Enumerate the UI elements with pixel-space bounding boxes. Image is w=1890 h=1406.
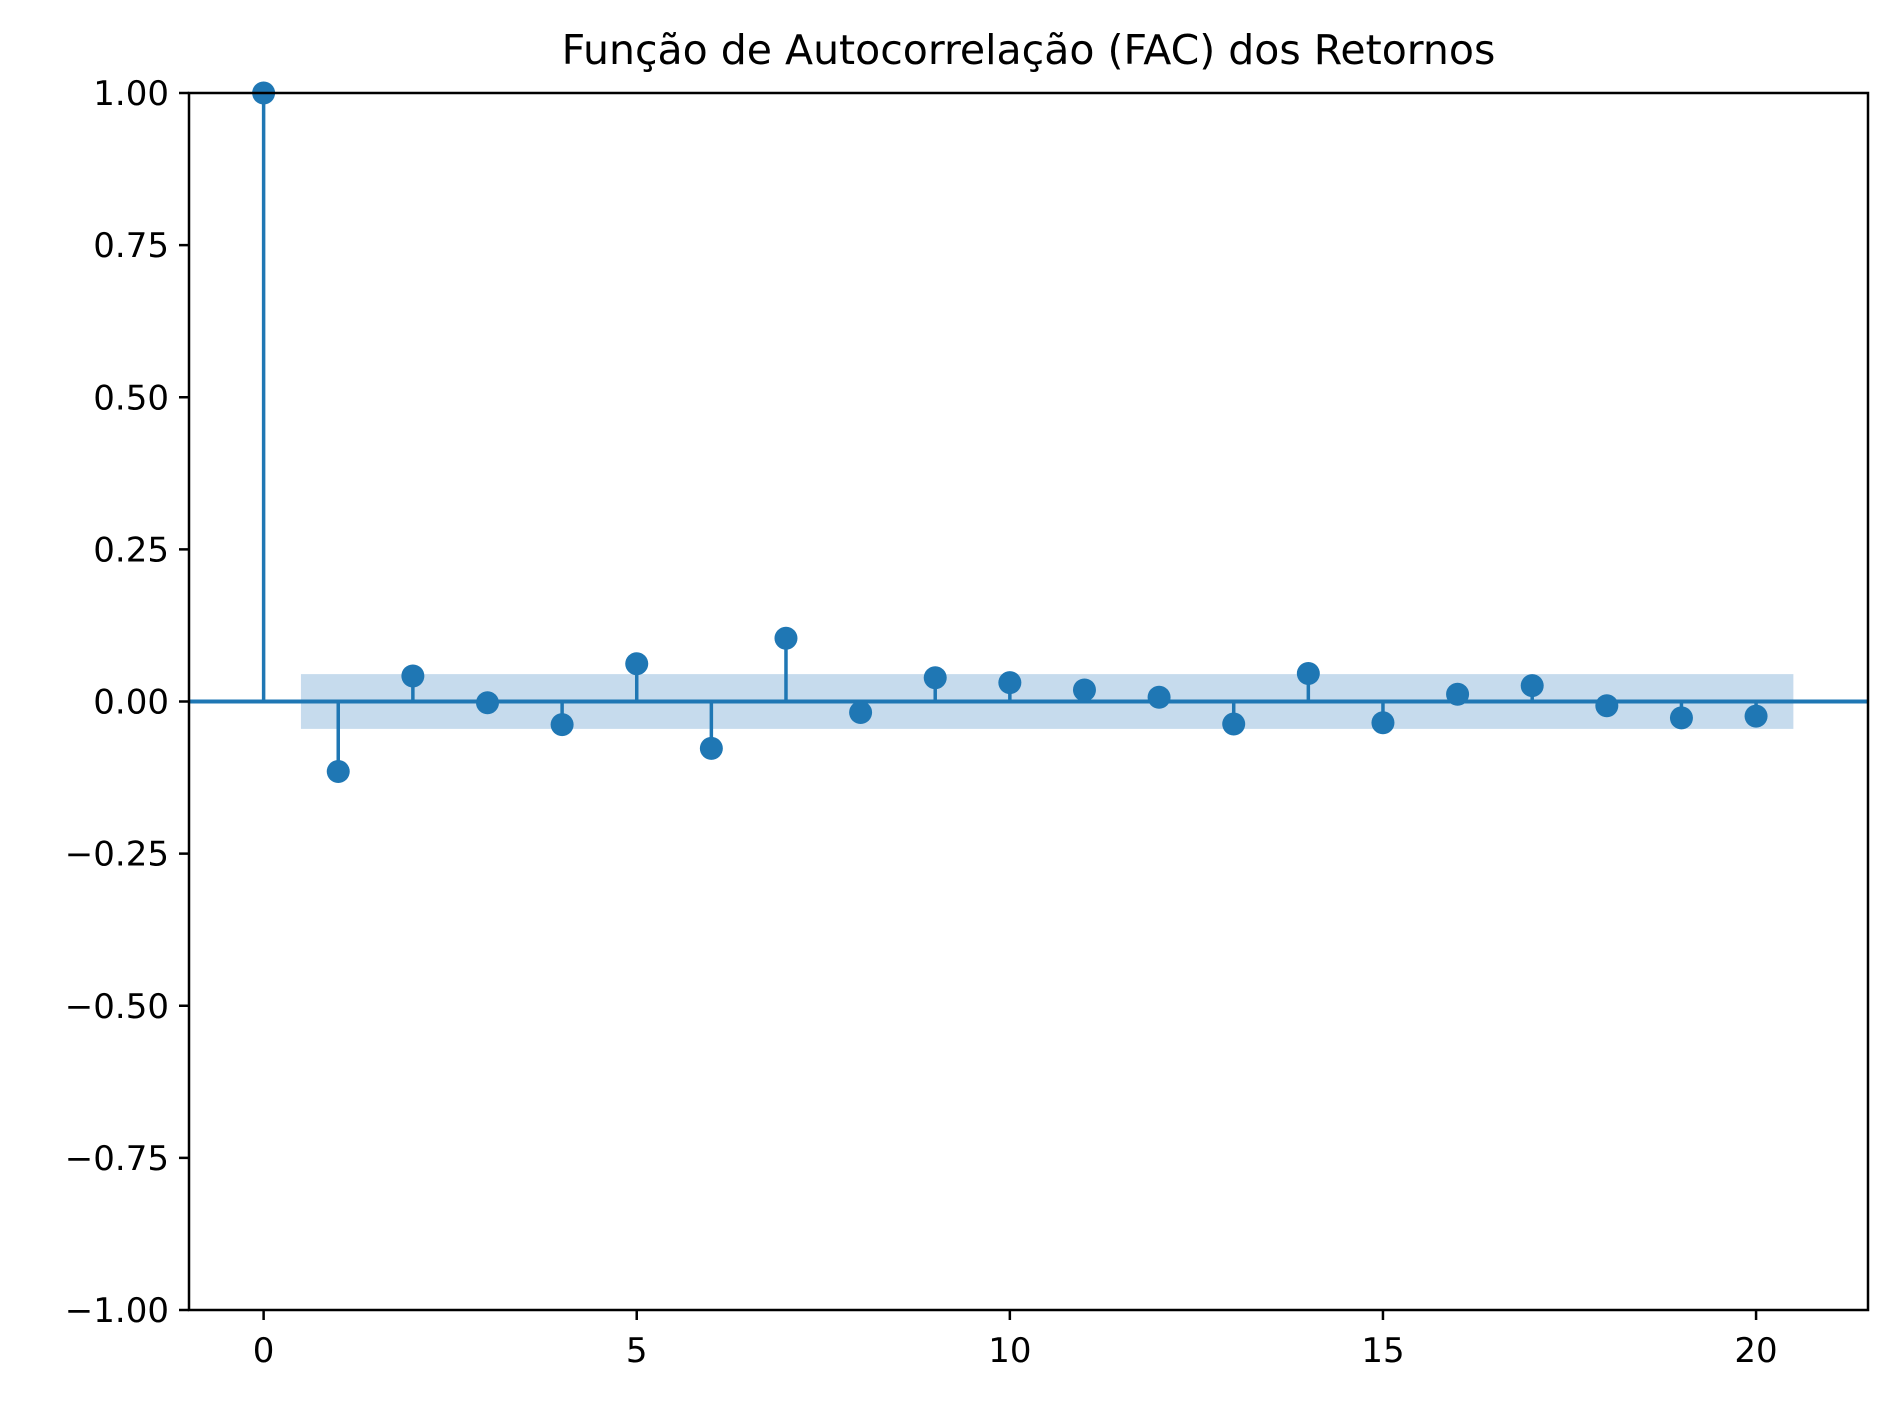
acf-point [1072,678,1096,702]
acf-point [774,626,798,650]
y-tick-label: 0.25 [93,530,169,570]
y-tick-label: −1.00 [65,1291,169,1331]
acf-point [923,666,947,690]
y-tick-label: 0.00 [93,683,169,723]
y-tick-label: 0.75 [93,226,169,266]
y-tick-label: −0.25 [65,835,169,875]
acf-point [1744,704,1768,728]
acf-point [401,664,425,688]
x-tick-label: 0 [253,1331,275,1371]
marker-layer [252,81,1768,783]
y-tick-label: −0.50 [65,987,169,1027]
x-tick-label: 5 [626,1331,648,1371]
stem-layer [189,93,1868,772]
acf-point [998,671,1022,695]
tick-layer: 0 5 10 15 20 1.00 0.75 0.50 0.25 0.00 −0.25 −0.50 −0… [65,74,1778,1371]
y-tick-label: 0.50 [93,378,169,418]
acf-point [625,652,649,676]
acf-point [849,700,873,724]
acf-point [699,736,723,760]
acf-point [1446,682,1470,706]
acf-point [1595,694,1619,718]
acf-point [1669,706,1693,730]
x-tick-label: 15 [1361,1331,1404,1371]
x-tick-label: 20 [1734,1331,1777,1371]
acf-point [1222,712,1246,736]
x-tick-label: 10 [988,1331,1031,1371]
chart-title: Função de Autocorrelação (FAC) dos Retor… [562,26,1496,74]
acf-point [1371,711,1395,735]
y-tick-label: 1.00 [93,74,169,114]
y-tick-label: −0.75 [65,1139,169,1179]
acf-point [1296,662,1320,686]
acf-point [1520,674,1544,698]
acf-point [1147,685,1171,709]
acf-point [326,759,350,783]
acf-point [550,713,574,737]
acf-point [475,691,499,715]
